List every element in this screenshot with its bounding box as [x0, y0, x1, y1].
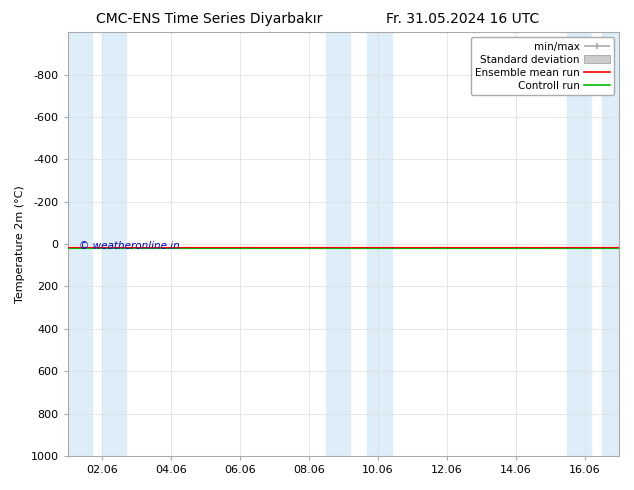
Text: CMC-ENS Time Series Diyarbakır: CMC-ENS Time Series Diyarbakır: [96, 12, 323, 26]
Text: Fr. 31.05.2024 16 UTC: Fr. 31.05.2024 16 UTC: [386, 12, 540, 26]
Bar: [602, 32, 619, 456]
Legend: min/max, Standard deviation, Ensemble mean run, Controll run: min/max, Standard deviation, Ensemble me…: [470, 37, 614, 95]
Text: © weatheronline.in: © weatheronline.in: [79, 241, 179, 251]
Bar: [368, 32, 392, 456]
Y-axis label: Temperature 2m (°C): Temperature 2m (°C): [15, 185, 25, 303]
Bar: [68, 32, 92, 456]
Bar: [102, 32, 126, 456]
Bar: [326, 32, 350, 456]
Bar: [567, 32, 592, 456]
